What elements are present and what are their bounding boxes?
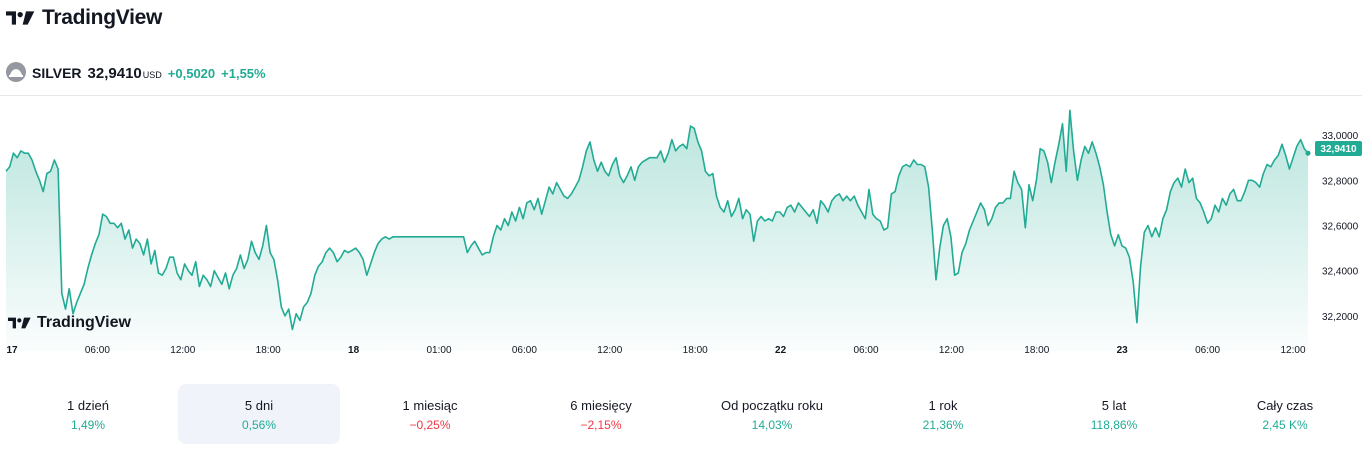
price-chart[interactable]: 33,0000 32,8000 32,6000 32,4000 32,2000 17 06…: [0, 96, 1362, 364]
brand[interactable]: TradingView: [6, 6, 162, 30]
last-price-label: 32,9410: [1320, 144, 1357, 155]
watermark-name: TradingView: [37, 314, 131, 331]
period-tab[interactable]: 1 dzień 1,49%: [7, 384, 169, 444]
period-label: 6 miesięcy: [570, 398, 632, 413]
period-label: 1 rok: [928, 398, 958, 413]
period-tab[interactable]: 1 rok 21,36%: [862, 384, 1024, 444]
x-tick-label: 12:00: [1280, 345, 1305, 356]
period-tab[interactable]: 6 miesięcy −2,15%: [520, 384, 682, 444]
period-tab[interactable]: 1 miesiąc −0,25%: [349, 384, 511, 444]
header-divider: [0, 95, 1362, 96]
x-tick-label: 23: [1117, 345, 1129, 356]
y-tick-label: 32,4000: [1322, 267, 1359, 278]
last-price-dot: [1305, 150, 1311, 156]
x-tick-label: 12:00: [170, 345, 195, 356]
symbol-change-pct: +1,55%: [221, 66, 266, 81]
period-label: 1 dzień: [67, 398, 109, 413]
x-tick-label: 18:00: [256, 345, 281, 356]
price-line: [5, 109, 1309, 331]
period-label: 1 miesiąc: [402, 398, 458, 413]
chart-watermark: TradingView: [8, 314, 131, 332]
period-performance-bar: 1 dzień 1,49% 5 dni 0,56% 1 miesiąc −0,25% 6 m…: [0, 384, 1362, 444]
period-tab[interactable]: Od początku roku 14,03%: [691, 384, 853, 444]
symbol-header: SILVER 32,9410 USD +0,5020 +1,55%: [6, 58, 266, 82]
silver-symbol-icon: [6, 62, 26, 82]
period-tab[interactable]: Cały czas 2,45 K%: [1204, 384, 1362, 444]
x-tick-label: 06:00: [85, 345, 110, 356]
symbol-price: 32,9410: [87, 65, 142, 82]
symbol-currency: USD: [142, 70, 162, 80]
last-price-badge: [1315, 140, 1362, 156]
period-value: 2,45 K%: [1262, 418, 1308, 432]
x-tick-label: 18:00: [1024, 345, 1049, 356]
y-tick-label: 32,6000: [1322, 222, 1359, 233]
period-tab[interactable]: 5 lat 118,86%: [1033, 384, 1195, 444]
x-tick-label: 06:00: [853, 345, 878, 356]
y-tick-label: 33,0000: [1322, 131, 1359, 142]
period-value: 1,49%: [70, 418, 106, 432]
tradingview-logo-icon: [6, 11, 35, 25]
period-value: 14,03%: [751, 418, 793, 432]
y-tick-label: 32,8000: [1322, 176, 1359, 187]
period-value: −0,25%: [409, 418, 451, 432]
x-tick-label: 06:00: [1195, 345, 1220, 356]
x-tick-label: 18: [348, 345, 360, 356]
tradingview-watermark-icon: [8, 317, 31, 329]
x-tick-label: 01:00: [426, 345, 451, 356]
period-value: 118,86%: [1090, 418, 1138, 432]
period-value: 0,56%: [241, 418, 277, 432]
period-label: 5 dni: [244, 398, 274, 413]
period-value: −2,15%: [580, 418, 622, 432]
x-tick-label: 12:00: [939, 345, 964, 356]
x-tick-label: 17: [6, 345, 18, 356]
period-label: Od początku roku: [721, 398, 823, 413]
period-tab[interactable]: 5 dni 0,56%: [178, 384, 340, 444]
x-tick-label: 22: [775, 345, 787, 356]
symbol-change-abs: +0,5020: [167, 66, 216, 81]
brand-name: TradingView: [42, 6, 163, 29]
price-area-fill: [6, 110, 1308, 351]
x-tick-label: 06:00: [512, 345, 537, 356]
x-tick-label: 18:00: [683, 345, 708, 356]
period-label: 5 lat: [1101, 398, 1127, 413]
period-value: 21,36%: [922, 418, 964, 432]
x-tick-label: 12:00: [597, 345, 622, 356]
y-tick-label: 32,2000: [1322, 312, 1359, 323]
symbol-name[interactable]: SILVER: [32, 65, 82, 81]
period-label: Cały czas: [1256, 398, 1314, 413]
